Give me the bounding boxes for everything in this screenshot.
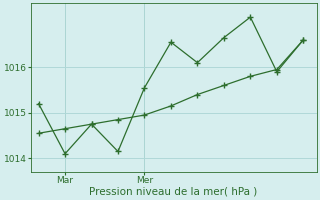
- X-axis label: Pression niveau de la mer( hPa ): Pression niveau de la mer( hPa ): [90, 187, 258, 197]
